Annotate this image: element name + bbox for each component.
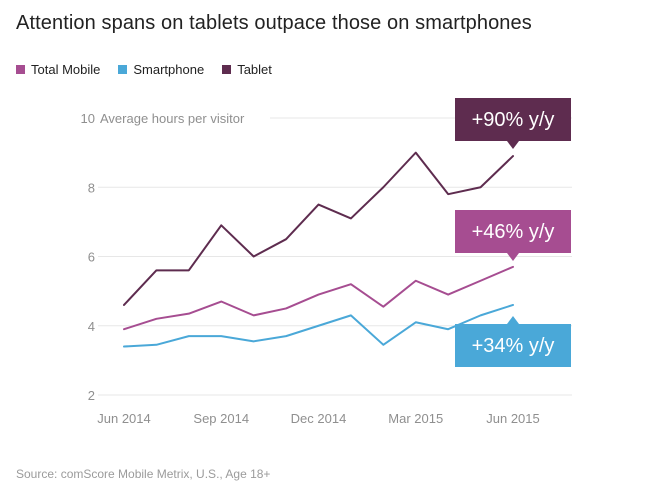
y-tick-label: 8 <box>88 180 95 195</box>
series-line-tablet <box>123 151 514 306</box>
y-tick-label: 2 <box>88 388 95 403</box>
x-tick-label: Mar 2015 <box>388 411 443 426</box>
callout-label: +34% y/y <box>472 335 555 357</box>
callout-box <box>455 210 571 253</box>
x-tick-label: Jun 2014 <box>97 411 151 426</box>
callout-label: +90% y/y <box>472 109 555 131</box>
legend-item-total-mobile: Total Mobile <box>16 62 100 77</box>
x-tick-label: Dec 2014 <box>291 411 347 426</box>
callout-total-mobile: +46% y/y <box>455 210 571 261</box>
legend-label-tablet: Tablet <box>237 62 272 77</box>
y-tick-label: 6 <box>88 250 95 265</box>
legend-label-total-mobile: Total Mobile <box>31 62 101 77</box>
callout-pointer <box>507 316 519 324</box>
x-tick-label: Sep 2014 <box>193 411 249 426</box>
callout-smartphone: +34% y/y <box>455 316 571 367</box>
legend: Total Mobile Smartphone Tablet <box>16 62 272 77</box>
y-tick-label: 4 <box>88 319 95 334</box>
legend-swatch-smartphone <box>118 65 128 74</box>
legend-item-smartphone: Smartphone <box>118 62 204 77</box>
source-note: Source: comScore Mobile Metrix, U.S., Ag… <box>16 467 271 481</box>
series-line-smartphone <box>123 303 514 348</box>
legend-item-tablet: Tablet <box>222 62 272 77</box>
legend-swatch-tablet <box>222 65 232 74</box>
chart-title: Attention spans on tablets outpace those… <box>16 12 532 34</box>
series-line-total-mobile <box>123 265 514 331</box>
legend-label-smartphone: Smartphone <box>133 62 205 77</box>
callout-box <box>455 324 571 367</box>
callout-pointer <box>507 141 519 149</box>
y-axis-label: Average hours per visitor <box>100 111 245 126</box>
callout-pointer <box>507 253 519 261</box>
callout-label: +46% y/y <box>472 221 555 243</box>
x-tick-label: Jun 2015 <box>486 411 540 426</box>
callout-box <box>455 98 571 141</box>
legend-swatch-total-mobile <box>16 65 25 74</box>
callout-tablet: +90% y/y <box>455 98 571 149</box>
y-tick-label: 10 <box>81 111 95 126</box>
